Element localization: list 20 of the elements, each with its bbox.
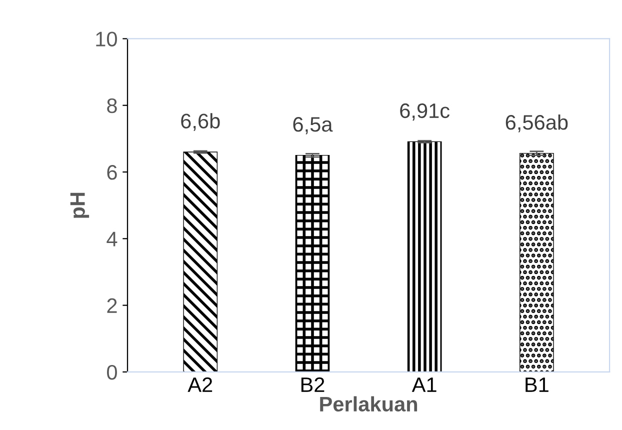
x-tick-label: A2 [188,377,212,392]
y-tick-label: 8 [107,98,117,114]
data-label: 6,56ab [506,114,568,132]
x-axis-title: Perlakuan [320,396,418,412]
bar [183,152,218,372]
y-tick-label: 4 [106,232,118,246]
data-label: 6,6b [181,113,220,131]
bar [295,154,330,372]
y-tick-label: 0 [107,364,117,380]
x-tick-label: B1 [526,378,548,392]
y-tick-label: 6 [107,165,117,180]
data-label: 6,91c [400,103,450,121]
x-tick-label: A1 [412,378,436,392]
y-axis-title: pH [70,192,90,218]
x-tick-label: B2 [301,377,324,392]
bar [407,141,442,372]
data-label: 6,5a [293,117,333,134]
bar [520,152,554,372]
y-tick-label: 2 [107,298,117,313]
y-tick-label: 10 [96,32,117,46]
